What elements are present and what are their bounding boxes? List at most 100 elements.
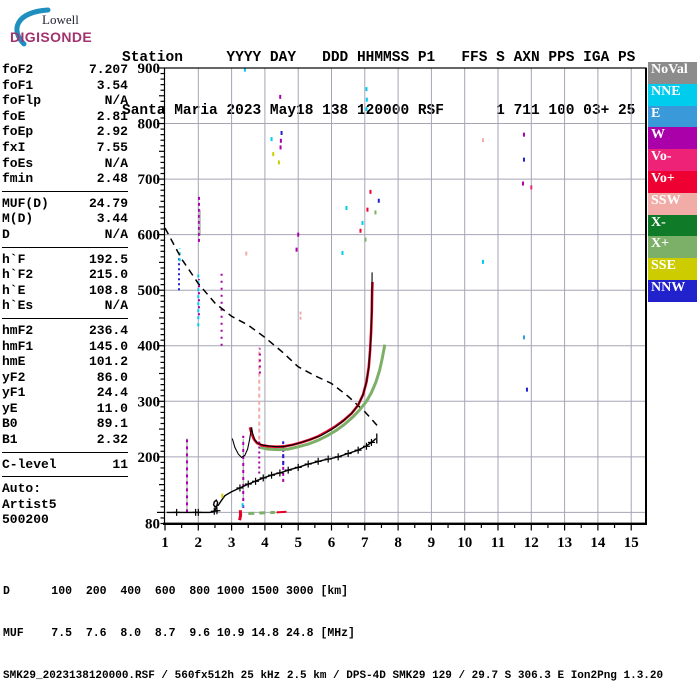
footer-block: D 100 200 400 600 800 1000 1500 3000 [km…: [3, 557, 663, 697]
echo-dot: [522, 335, 525, 340]
echo-dot: [366, 207, 369, 212]
muf-frequency-row: MUF 7.5 7.6 8.0 8.7 9.6 10.9 14.8 24.8 […: [3, 627, 355, 640]
parameter-row: C-level 11: [2, 457, 128, 473]
echo-dot: [364, 237, 367, 242]
echo-dot: [272, 152, 275, 157]
parameter-label: foEs: [2, 155, 34, 171]
parameter-value: 2.81: [96, 108, 128, 124]
parameter-row: hmF1 145.0: [2, 339, 128, 355]
echo-dot: [245, 251, 248, 256]
parameter-value: 86.0: [96, 369, 128, 385]
parameter-row: h`F 192.5: [2, 252, 128, 268]
echo-dot: [365, 97, 368, 102]
x-axis-label: 5: [294, 535, 302, 551]
parameter-row: hmF2 236.4: [2, 323, 128, 339]
x-axis-label: 4: [261, 535, 269, 551]
parameter-label: foFlp: [2, 93, 42, 109]
parameter-row: fmin 2.48: [2, 171, 128, 187]
parameter-value: 101.2: [88, 354, 128, 370]
muf-distance-row: D 100 200 400 600 800 1000 1500 3000 [km…: [3, 585, 349, 598]
parameter-label: h`Es: [2, 298, 34, 314]
echo-dot: [270, 137, 273, 142]
parameter-value: N/A: [104, 226, 128, 242]
echo-dot: [525, 387, 528, 392]
echo-dot: [521, 181, 524, 186]
echo-dot: [377, 198, 380, 203]
parameter-row: foEp 2.92: [2, 124, 128, 140]
y-axis-label: 800: [138, 117, 161, 133]
logo-lowell-text: Lowell: [42, 12, 79, 27]
parameter-label: fxI: [2, 139, 26, 155]
parameter-row: foF1 3.54: [2, 78, 128, 94]
echo-dot: [297, 232, 300, 237]
parameter-label: hmF1: [2, 338, 34, 354]
parameter-value: 24.79: [88, 195, 128, 211]
parameter-value: 3.44: [96, 211, 128, 227]
parameter-label: C-level: [2, 456, 57, 472]
status-line: SMK29_2023138120000.RSF / 560fx512h 25 k…: [3, 670, 664, 682]
panel-note: Artist5: [2, 496, 57, 512]
echo-dot: [369, 189, 372, 194]
parameter-label: B1: [2, 432, 18, 448]
x-axis-label: 11: [491, 535, 505, 551]
parameter-row: M(D) 3.44: [2, 211, 128, 227]
parameter-label: foEp: [2, 124, 34, 140]
x-axis-label: 15: [624, 535, 639, 551]
parameter-row: h`F2 215.0: [2, 267, 128, 283]
artist-fitted-trace: [231, 272, 373, 459]
parameter-value: 7.207: [88, 62, 128, 77]
y-axis-label: 700: [138, 172, 161, 188]
panel-divider: [2, 476, 128, 478]
logo-swoosh-arc: [14, 7, 51, 47]
parameter-label: D: [2, 226, 10, 242]
y-axis-label: 900: [138, 61, 161, 77]
echo-dot: [530, 185, 533, 190]
echo-dot: [277, 160, 280, 165]
x-trace-green: [259, 344, 387, 452]
panel-divider: [2, 246, 128, 248]
parameter-row: foEs N/A: [2, 156, 128, 172]
parameter-value: N/A: [104, 93, 128, 109]
x-axis-label: 8: [394, 535, 402, 551]
o-trace-red: [248, 281, 374, 449]
parameter-label: foE: [2, 108, 26, 124]
parameter-label: M(D): [2, 211, 34, 227]
parameter-row: fxI 7.55: [2, 140, 128, 156]
y-axis-label: 400: [138, 339, 161, 355]
echo-dot: [221, 493, 224, 498]
panel-note: Auto:: [2, 481, 42, 497]
o-trace-red-es: [276, 510, 287, 514]
x-axis-label: 14: [590, 535, 606, 551]
parameter-row: yE 11.0: [2, 401, 128, 417]
legend-item-x: X-: [648, 214, 697, 237]
echo-dot: [361, 220, 364, 225]
y-axis-label: 80: [145, 517, 160, 533]
legend-item-w: W: [648, 127, 697, 150]
echo-dot: [243, 67, 246, 72]
echo-dot: [359, 228, 362, 233]
o-trace-red-e-region: [238, 510, 243, 521]
panel-divider: [2, 451, 128, 453]
parameter-value: 145.0: [88, 338, 128, 354]
plot-border: [163, 67, 647, 525]
parameter-label: yF1: [2, 385, 26, 401]
ionogram-app-window: { "logo": {"top": "Lowell", "bottom": "D…: [2, 7, 697, 682]
parameter-label: B0: [2, 416, 18, 432]
parameter-label: h`E: [2, 282, 26, 298]
echo-dot: [522, 157, 525, 162]
echo-dot: [279, 138, 282, 143]
x-trace-green-e-region: [248, 510, 275, 515]
parameter-row: foE 2.81: [2, 109, 128, 125]
parameter-row: hmE 101.2: [2, 354, 128, 370]
x-axis-label: 2: [195, 535, 203, 551]
parameter-value: 24.4: [96, 385, 128, 401]
header-column-titles: Station YYYY DAY DDD HHMMSS P1 FFS S AXN…: [122, 50, 636, 66]
parameter-value: 11: [112, 456, 128, 472]
x-axis-label: 12: [524, 535, 539, 551]
echo-dot: [482, 259, 485, 264]
echo-status-legend: NoVal NNE E W Vo- Vo+ SSW X- X+ SSE NNW: [648, 62, 697, 302]
parameter-row: B1 2.32: [2, 432, 128, 448]
parameter-label: foF2: [2, 62, 34, 77]
parameter-row: MUF(D) 24.79: [2, 196, 128, 212]
